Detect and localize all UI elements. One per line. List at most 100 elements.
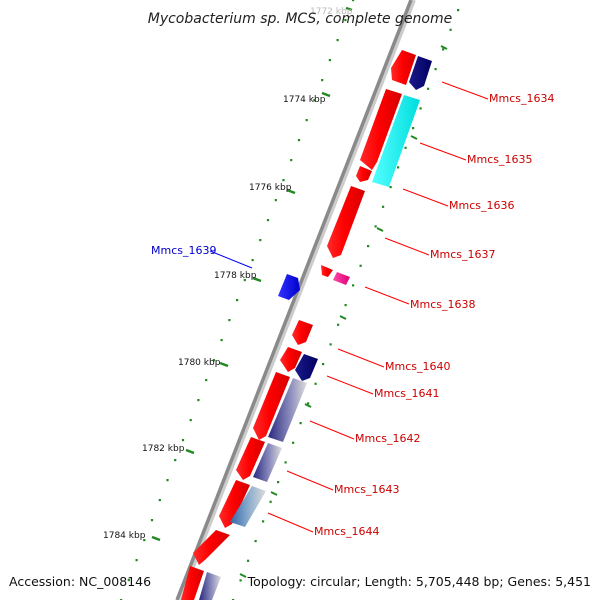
feature-1642[interactable] [268,378,307,442]
accession-text: Accession: NC_008146 [9,574,151,589]
track-dot [205,379,208,382]
track-dot [239,579,242,582]
scale-label-1784: 1784 kbp [103,531,146,541]
track-dot [135,559,138,562]
track-dot [297,139,301,142]
gene-label-mmcs-1640[interactable]: Mmcs_1640 [385,360,450,373]
tick-1782 [185,448,195,455]
track-dot [313,99,316,102]
track-dot [243,279,246,282]
tick-1772 [345,6,353,12]
gene-next[interactable] [193,530,230,565]
gene-label-mmcs-1642[interactable]: Mmcs_1642 [355,432,420,445]
tick-1780 [219,361,229,368]
gene-label-mmcs-1636[interactable]: Mmcs_1636 [449,199,514,212]
track-dot [197,399,200,402]
track-dot [457,9,460,12]
track-dot [174,459,177,462]
track-dot [314,382,317,385]
gene-label-mmcs-1639[interactable]: Mmcs_1639 [151,244,216,257]
track-dot [189,419,192,422]
track-dot [389,186,392,189]
scale-label-1776: 1776 kbp [249,183,292,193]
gene-partial[interactable] [181,566,204,600]
track-dot [412,127,415,130]
gene-mmcs-1643[interactable] [236,437,265,480]
gene-label-mmcs-1641[interactable]: Mmcs_1641 [374,387,439,400]
feature-next[interactable] [199,572,221,600]
track-dot [442,48,445,51]
tick-1784 [151,535,161,542]
gene-label-mmcs-1637[interactable]: Mmcs_1637 [430,248,495,261]
feature-1635[interactable] [372,95,420,187]
track-dot [404,146,407,149]
tick-1774 [321,91,331,98]
track-dot [359,264,362,267]
scale-labels: 1772 kbp 1774 kbp 1776 kbp 1778 kbp 1780… [103,7,353,541]
tick-1778 [252,276,262,283]
gene-mmcs-1635[interactable] [360,89,402,170]
gene-mmcs-1640[interactable] [292,320,313,345]
track-dot [166,479,169,482]
map-title: Mycobacterium sp. MCS, complete genome [148,11,453,27]
gene-label-mmcs-1643[interactable]: Mmcs_1643 [334,483,399,496]
gene-mmcs-1642[interactable] [253,372,290,440]
track-dot [282,179,285,182]
track-dot [321,79,324,82]
track-dot [449,28,452,31]
track-dot [307,402,310,405]
track-dot [274,199,277,202]
track-dot [266,219,270,222]
track-dot [434,68,437,71]
track-dot [158,499,161,502]
track-dot [352,284,355,287]
scale-label-1780: 1780 kbp [178,358,221,368]
track-dot [374,225,377,228]
gene-mmcs-1638[interactable] [321,265,333,277]
gene-mmcs-1637[interactable] [327,186,365,258]
track-dot [127,579,130,582]
track-dot [419,107,422,110]
track-dot [328,59,331,62]
feature-1641[interactable] [295,354,318,381]
label-leaders [209,81,489,533]
feature-track [199,56,432,600]
gene-mmcs-1644[interactable] [219,480,250,528]
genome-backbone-shadow [178,0,416,600]
inner-dotted-track [232,9,460,600]
gene-mmcs-1636[interactable] [356,166,372,182]
gene-label-mmcs-1635[interactable]: Mmcs_1635 [467,153,532,166]
feature-1644[interactable] [230,486,266,527]
feature-1634[interactable] [409,56,432,90]
track-dot [269,500,272,503]
track-dot [427,87,430,90]
track-dot [292,441,295,444]
gene-mmcs-1634[interactable] [391,50,416,85]
track-dot [336,39,339,42]
track-dot [181,439,185,442]
track-dot [277,481,280,484]
track-dot [254,540,257,543]
gene-label-mmcs-1638[interactable]: Mmcs_1638 [410,298,475,311]
genome-stats-text: Topology: circular; Length: 5,705,448 bp… [247,574,591,589]
gene-mmcs-1641[interactable] [280,347,302,372]
track-dot [344,19,347,22]
track-dot [305,119,308,122]
scale-label-1778: 1778 kbp [214,271,257,281]
track-dot [143,539,146,542]
track-dot [290,159,293,162]
gene-label-mmcs-1634[interactable]: Mmcs_1634 [489,92,554,105]
feature-1638[interactable] [333,272,350,285]
track-dot [322,363,325,366]
gene-mmcs-1639[interactable] [278,274,300,300]
track-dot [352,0,355,2]
scale-label-1772: 1772 kbp [310,7,353,17]
feature-1643[interactable] [253,443,282,482]
track-dot [337,323,340,326]
gene-label-mmcs-1644[interactable]: Mmcs_1644 [314,525,379,538]
scale-label-1782: 1782 kbp [142,444,185,454]
track-dot [251,259,254,262]
track-dot [228,319,231,322]
track-dot [367,245,370,248]
track-dot [344,304,347,307]
